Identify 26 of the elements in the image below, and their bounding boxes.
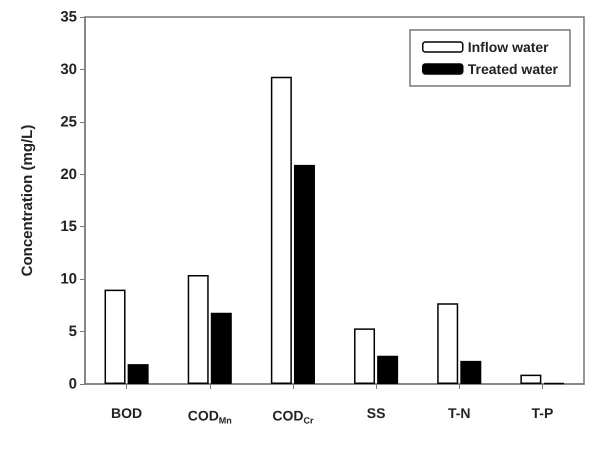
- y-tick-label: 35: [60, 8, 77, 26]
- bar: [270, 76, 292, 384]
- y-axis-title: Concentration (mg/L): [19, 124, 36, 276]
- bar: [437, 303, 458, 384]
- y-tick-label: 25: [60, 113, 77, 130]
- bar: [294, 164, 315, 384]
- bar: [188, 274, 209, 384]
- legend-label: Inflow water: [468, 39, 550, 55]
- bar: [377, 356, 398, 384]
- bar: [354, 328, 376, 384]
- x-tick-label: T-N: [448, 405, 471, 421]
- y-tick-label: 15: [60, 218, 77, 236]
- y-tick-label: 0: [68, 376, 77, 392]
- bar: [210, 312, 232, 384]
- bar: [128, 364, 149, 384]
- x-tick-label: BOD: [111, 405, 142, 421]
- y-tick-label: 5: [68, 323, 77, 340]
- legend-label: Treated water: [468, 61, 559, 77]
- x-tick-label: SS: [366, 405, 386, 421]
- y-tick-label: 30: [60, 60, 77, 78]
- bar: [104, 290, 126, 384]
- bar: [460, 360, 482, 384]
- y-tick-label: 10: [60, 270, 77, 288]
- x-tick-label: T-P: [532, 405, 554, 421]
- y-tick-label: 20: [60, 166, 77, 183]
- bar: [520, 374, 542, 384]
